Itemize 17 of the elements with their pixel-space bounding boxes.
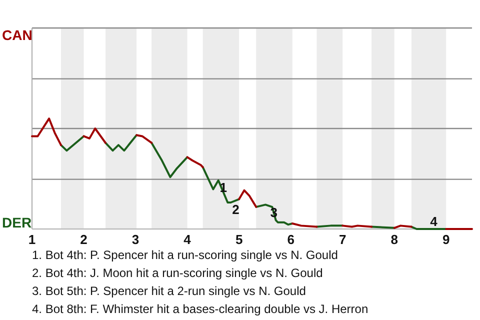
x-tick-label: 3 bbox=[132, 232, 140, 247]
text: 4. Bot 8th: F. Whimster hit a bases-clearing double vs J. Herron bbox=[32, 302, 368, 316]
annotation: 4 bbox=[430, 214, 438, 229]
text: 3. Bot 5th: P. Spencer hit a 2-run single vs N. Gould bbox=[32, 284, 306, 298]
annotation: 2 bbox=[232, 202, 240, 218]
text: 2. Bot 4th: J. Moon hit a run-scoring single vs N. Gould bbox=[32, 266, 323, 280]
x-tick-label: 2 bbox=[80, 232, 88, 247]
x-tick-label: 5 bbox=[235, 232, 243, 247]
x-tick-label: 9 bbox=[442, 232, 450, 247]
x-tick-label: 7 bbox=[338, 232, 346, 247]
x-tick-label: 4 bbox=[184, 232, 192, 247]
x-tick-label: 8 bbox=[390, 232, 398, 247]
x-tick-label: 6 bbox=[287, 232, 294, 247]
text: 1. Bot 4th: P. Spencer hit a run-scoring single vs N. Gould bbox=[32, 248, 338, 262]
x-tick-label: 1 bbox=[28, 232, 36, 247]
text: CAN bbox=[2, 26, 32, 43]
text: DER bbox=[2, 214, 32, 231]
